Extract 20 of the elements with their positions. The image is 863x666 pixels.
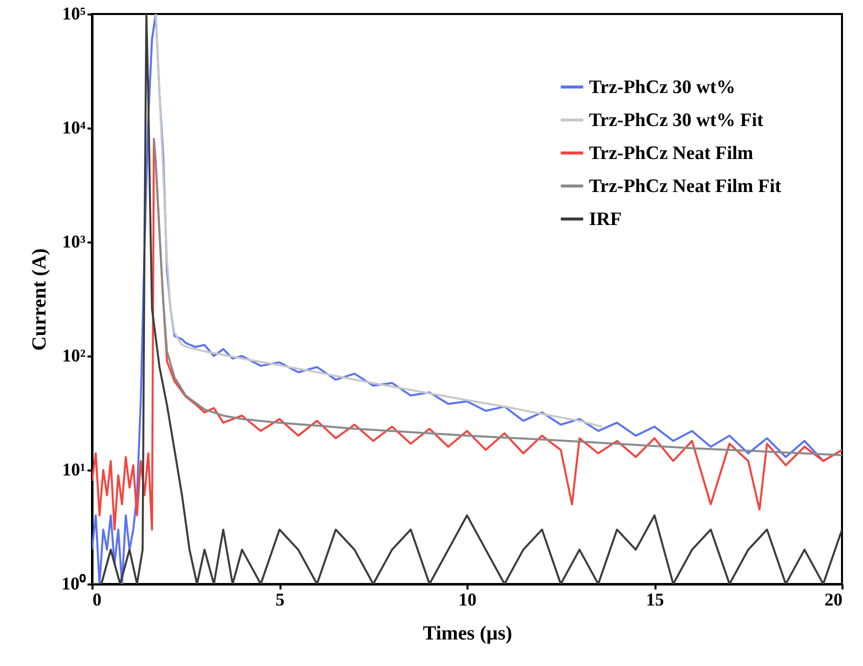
legend-label: Trz-PhCz 30 wt% xyxy=(589,77,736,98)
legend-label: Trz-PhCz Neat Film xyxy=(589,143,754,164)
y-tick-label: 10⁴ xyxy=(62,118,86,138)
x-tick-label: 20 xyxy=(824,590,842,610)
x-tick-label: 10 xyxy=(458,590,476,610)
x-axis-title: Times (μs) xyxy=(422,622,512,644)
y-tick-label: 10² xyxy=(62,346,86,366)
y-tick-label: 10¹ xyxy=(62,460,86,480)
y-tick-label: 10⁰ xyxy=(62,574,86,594)
legend-label: Trz-PhCz 30 wt% Fit xyxy=(589,110,764,131)
x-tick-label: 0 xyxy=(92,590,102,610)
y-axis-title: Current (A) xyxy=(28,248,50,351)
y-tick-label: 10⁵ xyxy=(62,4,86,24)
line-series xyxy=(92,138,842,531)
x-tick-label: 15 xyxy=(646,590,664,610)
x-tick-label: 5 xyxy=(276,590,284,610)
legend-label: Trz-PhCz Neat Film Fit xyxy=(589,176,782,197)
y-tick-label: 10³ xyxy=(62,232,86,252)
legend-label: IRF xyxy=(589,209,622,230)
line-series xyxy=(152,138,842,456)
